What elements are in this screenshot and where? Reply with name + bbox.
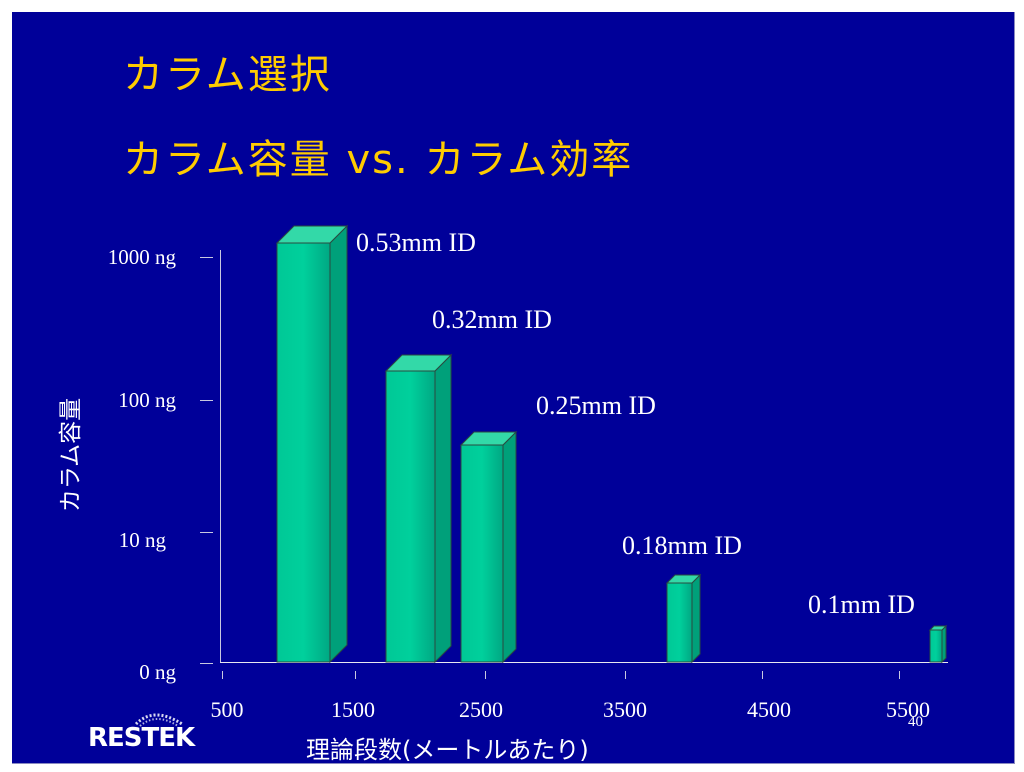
x-tick-mark [899,671,900,679]
logo-text: RESTEK [88,723,196,750]
bar-0.25mm [459,430,518,664]
y-tick-label-10: 10 ng [118,528,166,552]
x-axis-label: 理論段数(メートルあたり) [306,736,589,764]
bar-0.53mm [275,224,349,664]
page-number: 40 [908,714,923,730]
y-tick-label-0: 0 ng [139,660,176,684]
bar-0.18mm [665,573,702,664]
y-tick-mark [200,400,213,401]
bar-0.32mm [384,353,453,664]
x-tick-mark [485,671,486,679]
bar-label-0.32mm: 0.32mm ID [432,305,552,334]
y-axis-line [220,250,221,663]
slide-title: カラム選択 [123,52,332,98]
y-tick-mark [200,532,213,533]
bar-label-0.18mm: 0.18mm ID [622,531,742,560]
slide-subtitle: カラム容量 vs. カラム効率 [123,137,634,183]
y-tick-mark [200,257,213,258]
bar-0.1mm [928,624,948,664]
x-tick-mark [222,671,223,679]
y-tick-label-1000: 1000 ng [107,245,176,269]
restek-logo: RESTEK [86,702,206,754]
x-axis-line [220,662,948,663]
bar-label-0.1mm: 0.1mm ID [808,590,915,619]
x-tick-label-3500: 3500 [603,697,647,722]
bar-label-0.25mm: 0.25mm ID [536,391,656,420]
x-tick-mark [625,671,626,679]
x-tick-label-500: 500 [210,697,244,722]
x-tick-mark [762,671,763,679]
x-tick-label-5500: 5500 [886,697,930,722]
x-tick-label-2500: 2500 [459,697,503,722]
x-tick-label-1500: 1500 [331,697,375,722]
x-tick-mark [355,671,356,679]
bar-label-0.53mm: 0.53mm ID [356,228,476,257]
y-tick-label-100: 100 ng [118,388,176,412]
y-tick-mark [200,663,213,664]
x-tick-label-4500: 4500 [747,697,791,722]
